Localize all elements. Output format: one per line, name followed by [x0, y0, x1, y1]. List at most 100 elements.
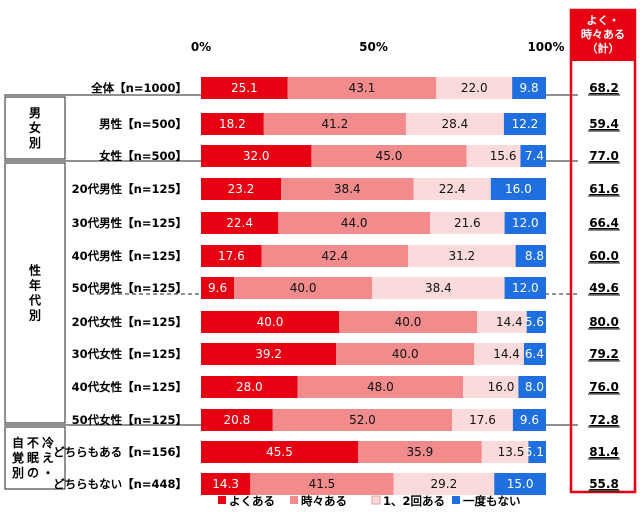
- data-label: 31.2: [448, 249, 475, 263]
- data-label: 21.6: [454, 216, 481, 230]
- bar-segment: [263, 113, 406, 135]
- row-label: 女性【n=500】: [99, 149, 187, 163]
- legend-swatch: [371, 495, 381, 505]
- group-label-gender-age: 別: [28, 309, 41, 323]
- total-value: 60.0: [589, 249, 619, 263]
- data-label: 42.4: [322, 249, 349, 263]
- row-label: 30代女性【n=125】: [72, 347, 187, 361]
- bar-segment: [234, 277, 373, 299]
- data-label: 9.8: [520, 81, 539, 95]
- data-label: 29.2: [431, 477, 458, 491]
- row-label: 全体【n=1000】: [90, 81, 187, 95]
- data-label: 48.0: [367, 380, 394, 394]
- row-label: どちらもある【n=156】: [53, 445, 187, 459]
- data-label: 43.1: [349, 81, 376, 95]
- bar-segment: [272, 409, 453, 431]
- group-box: [4, 426, 66, 490]
- data-label: 20.8: [224, 413, 251, 427]
- bar-segment: [201, 178, 282, 200]
- data-label: 14.4: [493, 347, 520, 361]
- bar-segment: [278, 212, 431, 234]
- data-label: 22.0: [461, 81, 488, 95]
- bar-segment: [512, 409, 546, 431]
- x-tick-label: 0%: [191, 40, 211, 54]
- group-label-awareness: 不: [27, 436, 39, 450]
- bar-segment: [494, 473, 546, 495]
- total-value: 81.4: [589, 445, 619, 459]
- bar-segment: [201, 245, 262, 267]
- data-label: 17.6: [469, 413, 496, 427]
- group-label-awareness: の: [27, 466, 39, 480]
- group-label-gender-age: 年: [29, 278, 41, 293]
- data-label: 38.4: [425, 281, 452, 295]
- group-label-awareness: 自: [12, 435, 24, 450]
- data-label: 5.6: [525, 315, 544, 329]
- total-header-text: （計）: [587, 41, 620, 55]
- bar-segment: [528, 441, 546, 463]
- group-label-gender: 男: [29, 106, 41, 120]
- total-value: 55.8: [589, 477, 619, 491]
- row-label: 30代男性【n=125】: [72, 216, 187, 230]
- legend-label: 1、2回ある: [383, 494, 445, 508]
- data-label: 16.0: [488, 380, 515, 394]
- bar-segment: [311, 145, 467, 167]
- data-label: 9.6: [208, 281, 227, 295]
- data-label: 40.0: [392, 347, 419, 361]
- total-header-bg: [572, 11, 634, 61]
- bar-segment: [436, 77, 513, 99]
- bar-segment: [250, 473, 394, 495]
- data-label: 28.0: [236, 380, 263, 394]
- total-value: 68.2: [589, 81, 619, 95]
- bar-segment: [201, 376, 298, 398]
- data-label: 41.2: [322, 117, 349, 131]
- row-label: 20代男性【n=125】: [72, 182, 187, 196]
- data-label: 25.1: [231, 81, 258, 95]
- data-label: 5.1: [525, 445, 544, 459]
- bar-segment: [490, 178, 546, 200]
- data-label: 32.0: [243, 149, 270, 163]
- legend-swatch: [290, 496, 298, 504]
- data-label: 8.8: [525, 249, 544, 263]
- bar-segment: [481, 441, 529, 463]
- group-label-gender-age: 代: [28, 293, 41, 308]
- data-label: 44.0: [341, 216, 368, 230]
- row-label: 20代女性【n=125】: [72, 315, 187, 329]
- group-label-gender-age: 性: [28, 263, 41, 278]
- data-label: 7.4: [525, 149, 544, 163]
- bar-segment: [474, 343, 524, 365]
- bar-segment: [201, 212, 279, 234]
- bar-segment: [518, 376, 546, 398]
- bar-segment: [297, 376, 464, 398]
- x-tick-label: 50%: [359, 40, 388, 54]
- data-label: 14.4: [496, 315, 523, 329]
- data-label: 40.0: [290, 281, 317, 295]
- total-value: 66.4: [589, 216, 619, 230]
- bar-segment: [201, 277, 235, 299]
- row-label: どちらもない【n=448】: [53, 477, 187, 491]
- total-value: 72.8: [589, 413, 619, 427]
- bar-segment: [287, 77, 437, 99]
- group-label-awareness: 別: [11, 466, 24, 480]
- bar-segment: [520, 145, 546, 167]
- bar-segment: [281, 178, 414, 200]
- data-label: 35.9: [407, 445, 434, 459]
- bar-segment: [201, 343, 337, 365]
- bar-segment: [515, 245, 546, 267]
- legend-swatch: [218, 496, 226, 504]
- group-box: [4, 162, 66, 424]
- total-value: 77.0: [589, 149, 619, 163]
- data-label: 28.4: [442, 117, 469, 131]
- bar-segment: [466, 145, 521, 167]
- data-label: 8.0: [525, 380, 544, 394]
- row-label: 50代男性【n=125】: [72, 281, 187, 295]
- bar-segment: [512, 77, 546, 99]
- bar-segment: [452, 409, 513, 431]
- group-label-awareness: 冷: [42, 435, 54, 450]
- data-label: 41.5: [309, 477, 336, 491]
- bar-segment: [201, 473, 251, 495]
- bar-segment: [523, 343, 546, 365]
- data-label: 12.0: [512, 216, 539, 230]
- group-box: [4, 96, 66, 160]
- data-label: 22.4: [439, 182, 466, 196]
- bar-segment: [526, 311, 546, 333]
